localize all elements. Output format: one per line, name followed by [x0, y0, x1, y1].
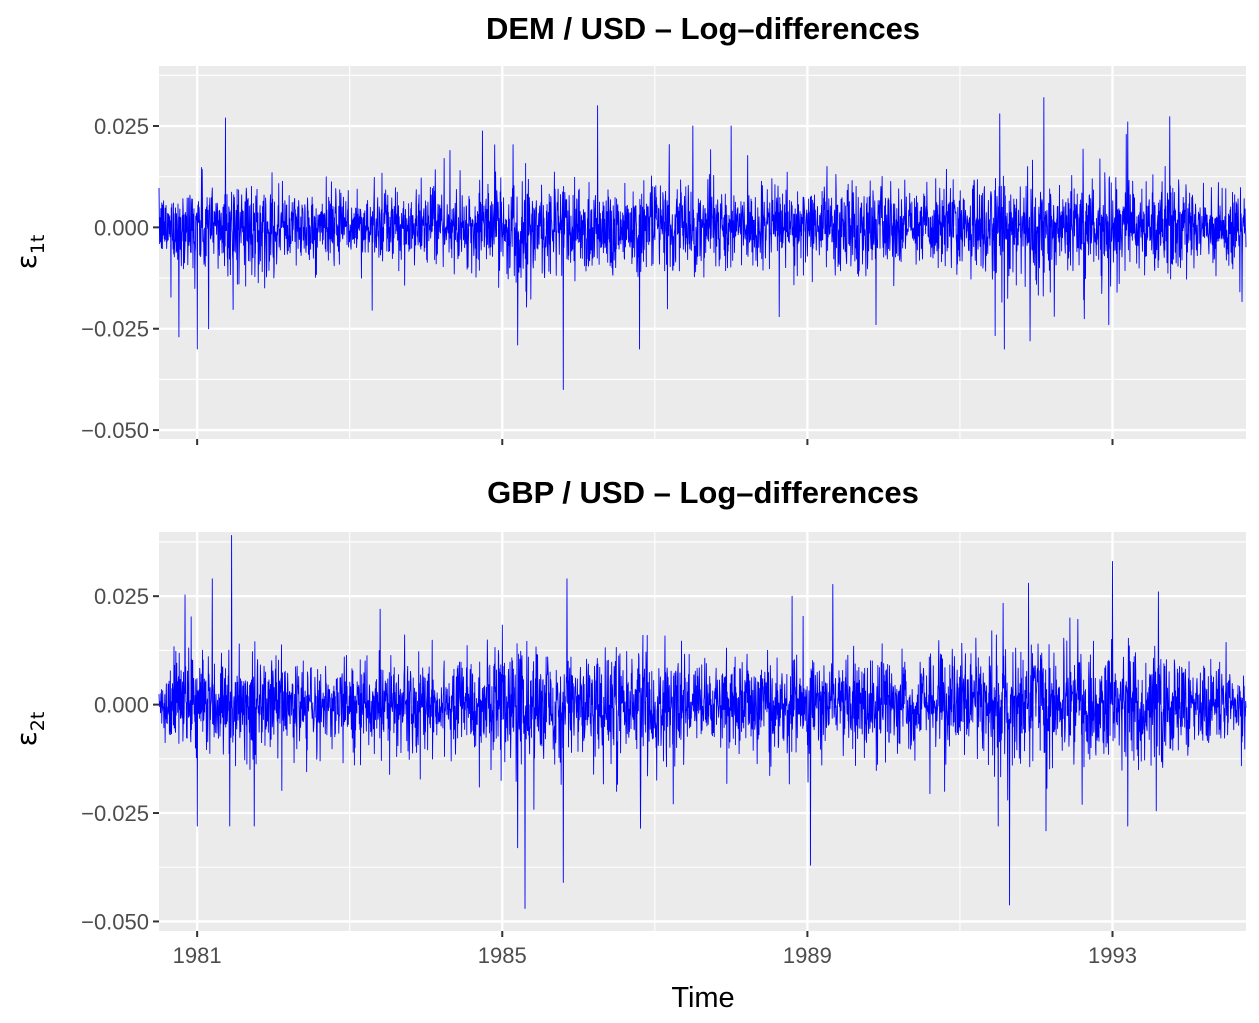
x-axis-title: Time	[671, 982, 734, 1014]
x-tick-label: 1981	[173, 943, 222, 968]
y-tick-label: 0.000	[94, 215, 149, 240]
x-tick-label: 1985	[478, 943, 527, 968]
y-axis-label-symbol: ε1t	[10, 235, 49, 270]
chart-title-dem-usd: DEM / USD – Log–differences	[486, 11, 920, 46]
y-axis-label-symbol: ε2t	[10, 712, 49, 747]
plot-background	[159, 66, 1246, 439]
x-tick-label: 1989	[783, 943, 832, 968]
y-tick-label: −0.025	[81, 317, 149, 342]
y-tick-label: 0.025	[94, 114, 149, 139]
x-tick-label: 1993	[1088, 943, 1137, 968]
y-tick-label: 0.025	[94, 584, 149, 609]
y-tick-label: −0.050	[81, 909, 149, 934]
series-line-gbp-usd	[158, 535, 1247, 909]
chart-title-gbp-usd: GBP / USD – Log–differences	[487, 475, 919, 510]
panel-dem-usd: DEM / USD – Log–differences 0.025 0.000 −0…	[10, 11, 1247, 445]
plot-background	[159, 532, 1246, 931]
panel-gbp-usd: GBP / USD – Log–differences 0.025 0.000 −0…	[10, 475, 1247, 1014]
y-tick-label: −0.050	[81, 418, 149, 443]
series-line-dem-usd	[158, 97, 1247, 390]
y-tick-label: 0.000	[94, 693, 149, 718]
y-tick-label: −0.025	[81, 801, 149, 826]
